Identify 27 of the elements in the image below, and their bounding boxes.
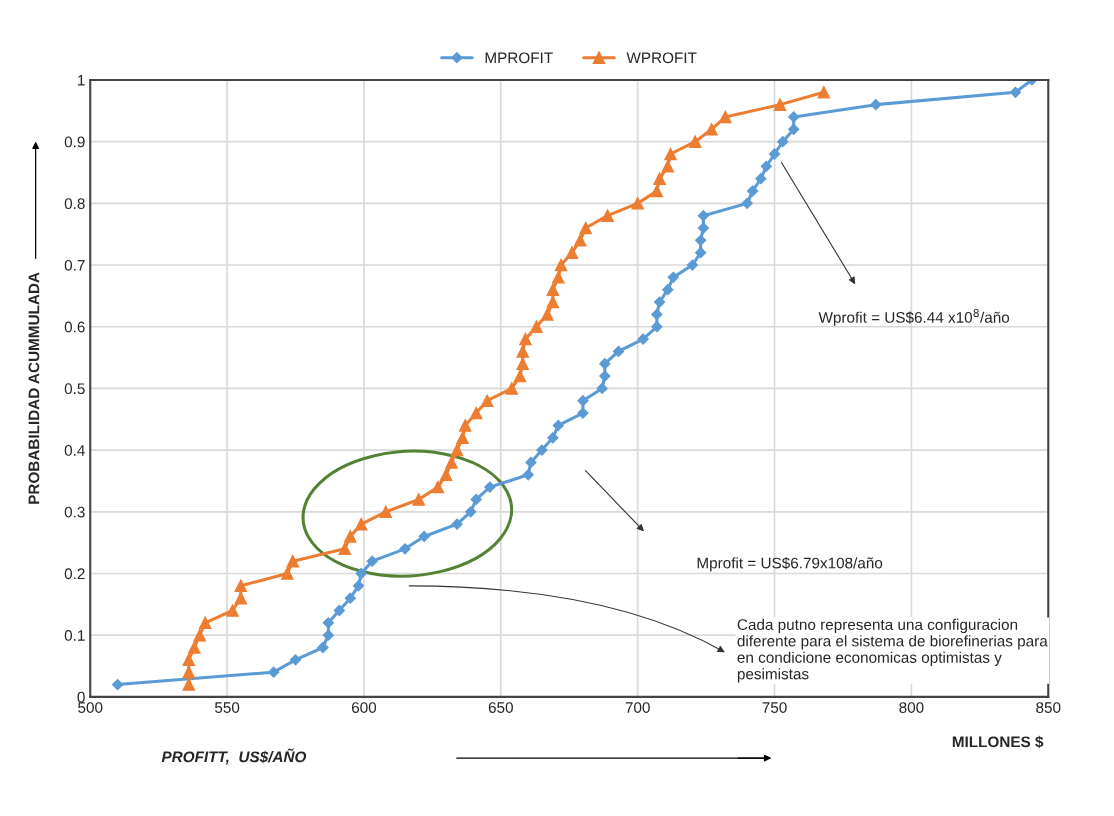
y-tick-label: 0.8 xyxy=(64,198,85,210)
x-tick-label: 600 xyxy=(351,702,377,713)
y-tick-label: 0 xyxy=(77,691,85,703)
x-tick-label: 500 xyxy=(78,702,103,713)
y-tick-label: 0.3 xyxy=(64,506,85,518)
legend-label: MPROFIT xyxy=(485,52,553,64)
x-tick-label: 700 xyxy=(625,702,650,713)
annotation: Mprofit = US$6.79x108/año xyxy=(697,556,883,572)
y-tick-label: 0.7 xyxy=(64,259,85,271)
y-tick-label: 0.6 xyxy=(64,321,85,333)
y-tick-label: 0.9 xyxy=(64,136,85,148)
legend-label: WPROFIT xyxy=(626,52,697,64)
y-tick-label: 0.2 xyxy=(64,568,85,580)
x-tick-label: 650 xyxy=(488,702,513,713)
y-tick-label: 0.4 xyxy=(64,444,85,456)
x-tick-label: 800 xyxy=(899,702,924,713)
y-tick-label: 0.5 xyxy=(64,383,85,395)
y-tick-label: 0.1 xyxy=(64,630,85,641)
x-tick-label: 750 xyxy=(762,702,787,713)
text: MILLONES $ xyxy=(952,735,1044,749)
y-tick-label: 1 xyxy=(78,74,85,86)
x-tick-label: 550 xyxy=(214,702,240,713)
annotation: Wprofit = US$6.44 x10$^{8}$/año xyxy=(818,308,1010,326)
x-axis-title: PROFITT, US$/AÑO xyxy=(161,748,307,765)
y-axis-title: PROBABILIDAD ACUMMULADA xyxy=(28,272,40,504)
x-tick-label: 850 xyxy=(1036,702,1061,713)
annotation: Cada putno representa una configuracion diferente para el sistema de biorefinerias para en condicione economicas optimistas y pesimistas xyxy=(737,618,1048,683)
